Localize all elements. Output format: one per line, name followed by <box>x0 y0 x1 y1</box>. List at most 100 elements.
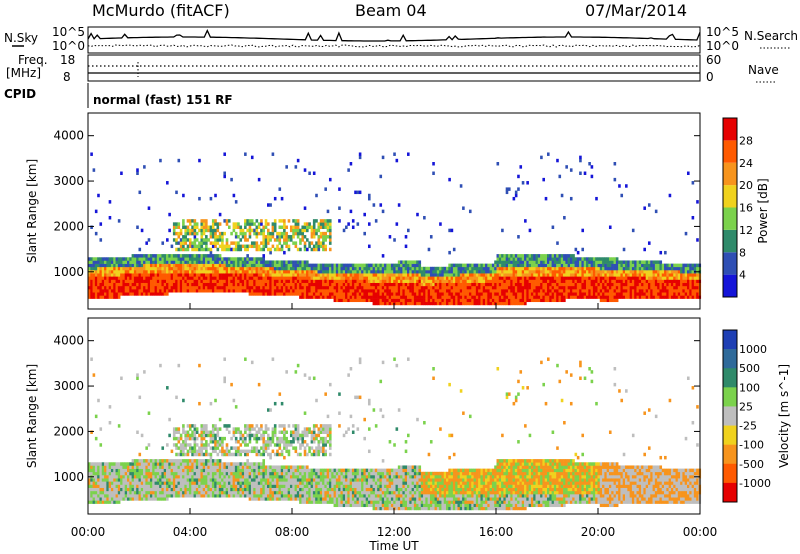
velocity-cell <box>179 478 183 482</box>
power-cell <box>133 276 137 280</box>
power-cell <box>569 276 573 280</box>
power-cell <box>248 260 252 264</box>
velocity-cell <box>205 494 208 498</box>
power-cell <box>544 257 548 261</box>
power-cell <box>686 266 690 271</box>
velocity-cell <box>182 398 185 403</box>
power-cell <box>418 295 422 299</box>
power-cell <box>335 269 339 274</box>
power-cell <box>627 279 630 283</box>
power-cell <box>602 263 605 268</box>
power-cell <box>409 289 412 293</box>
power-cell <box>638 269 642 274</box>
power-cell <box>122 292 126 296</box>
power-cell <box>328 219 332 223</box>
power-cell <box>218 276 222 280</box>
power-cell <box>221 282 224 287</box>
power-cell <box>595 282 598 287</box>
velocity-cell <box>110 484 114 488</box>
power-cell <box>429 285 433 290</box>
power-cell <box>278 279 282 283</box>
velocity-cell <box>188 484 192 488</box>
power-cell <box>285 238 288 242</box>
power-cell <box>505 273 509 277</box>
power-cell <box>136 266 139 271</box>
velocity-cell <box>129 474 132 479</box>
power-cell <box>358 152 362 156</box>
power-cell <box>507 292 511 296</box>
power-cell <box>342 228 346 233</box>
power-cell <box>216 228 220 233</box>
power-cell <box>675 282 679 287</box>
power-cell <box>684 282 688 287</box>
power-cell <box>328 222 332 226</box>
power-cell <box>147 266 151 271</box>
power-cell <box>507 257 511 261</box>
power-cell <box>517 279 520 283</box>
noise-right-label: N.Search <box>744 29 798 43</box>
power-cell <box>606 295 610 299</box>
velocity-cell <box>186 484 190 488</box>
power-cell <box>294 285 298 290</box>
velocity-cell <box>99 471 103 476</box>
power-cell <box>331 285 334 290</box>
velocity-cell <box>147 462 151 466</box>
power-cell <box>262 247 266 252</box>
power-cell <box>647 276 651 280</box>
power-cell <box>264 289 268 293</box>
power-cell <box>195 279 199 283</box>
power-cell <box>505 276 509 280</box>
velocity-cell <box>188 436 192 441</box>
power-cell <box>303 276 307 280</box>
power-cell <box>166 279 169 283</box>
power-cell <box>631 282 635 287</box>
power-cell <box>691 269 695 274</box>
velocity-cell <box>198 478 201 482</box>
power-cell <box>202 263 206 268</box>
power-cell <box>216 276 220 280</box>
power-cell <box>186 231 190 236</box>
velocity-cell <box>175 436 178 441</box>
power-cell <box>322 263 325 268</box>
velocity-cell <box>172 471 176 476</box>
power-cell <box>452 301 456 306</box>
power-cell <box>262 289 266 293</box>
power-cell <box>283 231 286 236</box>
power-cell <box>411 292 415 296</box>
power-cell <box>147 282 151 287</box>
power-cell <box>101 282 105 287</box>
power-cell <box>262 292 266 296</box>
velocity-cell <box>122 497 126 501</box>
power-cell <box>232 241 236 245</box>
power-cell <box>145 254 148 258</box>
velocity-cell <box>175 446 178 450</box>
velocity-cell <box>92 497 96 501</box>
power-cell <box>358 276 362 280</box>
power-cell <box>420 279 424 283</box>
power-cell <box>595 269 598 274</box>
power-cell <box>650 295 653 299</box>
power-cell <box>156 289 160 293</box>
velocity-cell <box>202 465 206 469</box>
power-cell <box>294 244 298 249</box>
power-cell <box>117 279 121 283</box>
power-cell <box>386 295 389 299</box>
power-cell <box>269 238 272 242</box>
power-cell <box>489 301 493 306</box>
velocity-cell <box>120 462 123 466</box>
power-cell <box>459 269 463 274</box>
power-cell <box>211 222 215 226</box>
power-cell <box>413 301 417 306</box>
power-cell <box>471 276 474 280</box>
power-cell <box>129 269 132 274</box>
power-cell <box>556 279 559 283</box>
velocity-cell <box>143 462 146 466</box>
power-cell <box>253 276 256 280</box>
power-cell <box>675 279 679 283</box>
power-cell <box>276 292 279 296</box>
power-cell <box>138 190 142 195</box>
power-cell <box>234 200 238 204</box>
power-cell <box>166 260 169 264</box>
power-cell <box>175 260 178 264</box>
velocity-cell <box>163 481 167 485</box>
